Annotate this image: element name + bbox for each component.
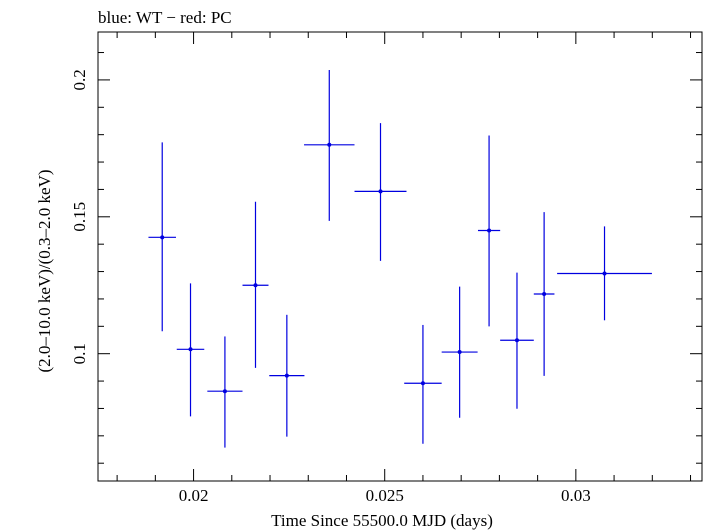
data-point bbox=[222, 389, 227, 394]
y-tick-label: 0.2 bbox=[70, 69, 89, 90]
y-tick-label: 0.15 bbox=[70, 202, 89, 232]
data-point bbox=[327, 142, 332, 147]
data-point bbox=[602, 271, 607, 276]
major-ticks bbox=[98, 32, 702, 481]
chart-title: blue: WT − red: PC bbox=[98, 8, 232, 27]
data-point bbox=[487, 228, 492, 233]
data-point bbox=[253, 283, 258, 288]
minor-ticks bbox=[98, 32, 702, 481]
data-point bbox=[457, 350, 462, 355]
x-tick-label: 0.02 bbox=[179, 486, 209, 505]
data-point bbox=[378, 189, 383, 194]
data-marks bbox=[148, 70, 652, 448]
data-point bbox=[514, 338, 519, 343]
plot-frame bbox=[97, 31, 703, 482]
tick-labels: 0.02 0.025 0.03 0.1 0.15 0.2 bbox=[70, 69, 591, 505]
y-axis-label: (2.0–10.0 keV)/(0.3–2.0 keV) bbox=[35, 169, 54, 372]
x-tick-label: 0.025 bbox=[366, 486, 404, 505]
x-axis-label: Time Since 55500.0 MJD (days) bbox=[271, 511, 493, 530]
data-point bbox=[160, 235, 165, 240]
x-tick-label: 0.03 bbox=[561, 486, 591, 505]
data-point bbox=[188, 347, 193, 352]
y-tick-label: 0.1 bbox=[70, 343, 89, 364]
data-point bbox=[542, 292, 547, 297]
data-point bbox=[284, 373, 289, 378]
data-point bbox=[420, 381, 425, 386]
